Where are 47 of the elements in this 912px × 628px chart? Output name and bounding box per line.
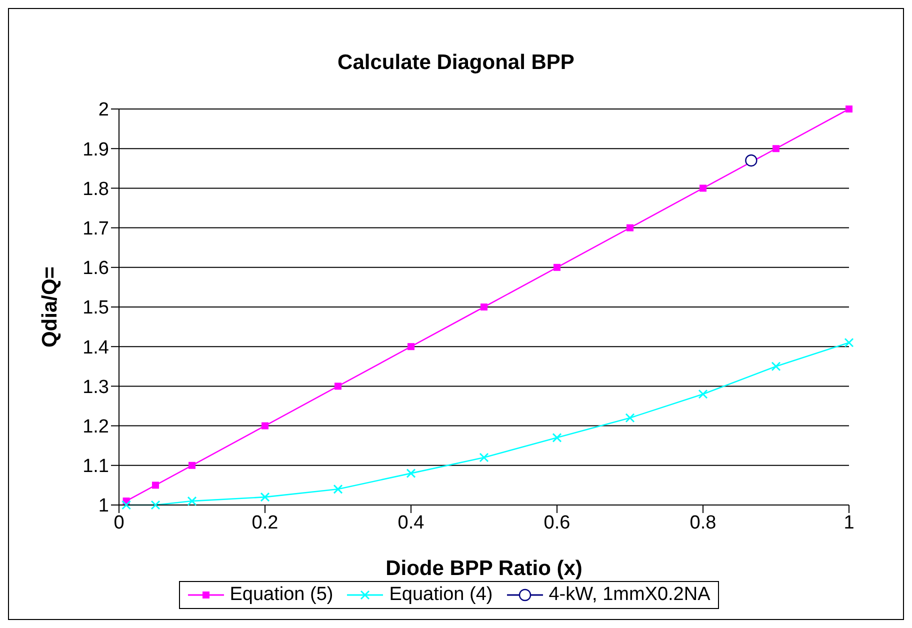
legend-label: 4-kW, 1mmX0.2NA [548, 584, 710, 606]
y-tick-label: 1.2 [82, 416, 109, 438]
y-tick-label: 1.6 [82, 258, 109, 280]
x-tick-label: 0.2 [252, 512, 278, 534]
point [150, 500, 160, 510]
y-tick-label: 1.7 [82, 218, 109, 240]
x-tick-label: 1 [844, 512, 854, 534]
point [745, 154, 758, 167]
point [262, 422, 268, 430]
y-tick-label: 2 [98, 100, 109, 121]
y-tick-label: 1.5 [82, 298, 109, 319]
point [406, 468, 416, 478]
point [626, 224, 634, 232]
point [844, 338, 854, 348]
y-tick-label: 1 [98, 496, 109, 517]
point [122, 500, 132, 510]
point [552, 432, 562, 442]
point [408, 343, 414, 350]
point [479, 452, 489, 462]
point [187, 496, 197, 506]
point [625, 413, 635, 423]
y-tick-label: 1.9 [82, 139, 109, 160]
point [771, 362, 781, 372]
point [700, 184, 706, 192]
x-tick-label: 0 [114, 512, 124, 534]
point [772, 145, 780, 152]
point [188, 462, 196, 469]
chart-title: Calculate Diagonal BPP [336, 51, 576, 75]
x-tick-label: 0.6 [544, 512, 570, 534]
legend-label: Equation (5) [228, 584, 334, 606]
y-tick-label: 1.3 [82, 376, 109, 398]
x-tick-label: 0.4 [398, 512, 425, 534]
point [260, 492, 270, 502]
y-tick-label: 1.4 [82, 337, 110, 358]
point [152, 482, 159, 489]
point [698, 389, 708, 399]
point [480, 304, 488, 310]
y-tick-label: 1.8 [82, 178, 109, 200]
x-tick-label: 0.8 [690, 512, 716, 534]
y-tick-label: 1.1 [82, 456, 109, 478]
point [554, 264, 560, 271]
legend-label: Equation (4) [388, 584, 493, 606]
point [846, 106, 852, 112]
y-axis-title: Qdia/Q= [38, 266, 62, 348]
point [333, 484, 343, 494]
point [334, 382, 342, 390]
x-axis-title: Diode BPP Ratio (x) [386, 557, 582, 580]
